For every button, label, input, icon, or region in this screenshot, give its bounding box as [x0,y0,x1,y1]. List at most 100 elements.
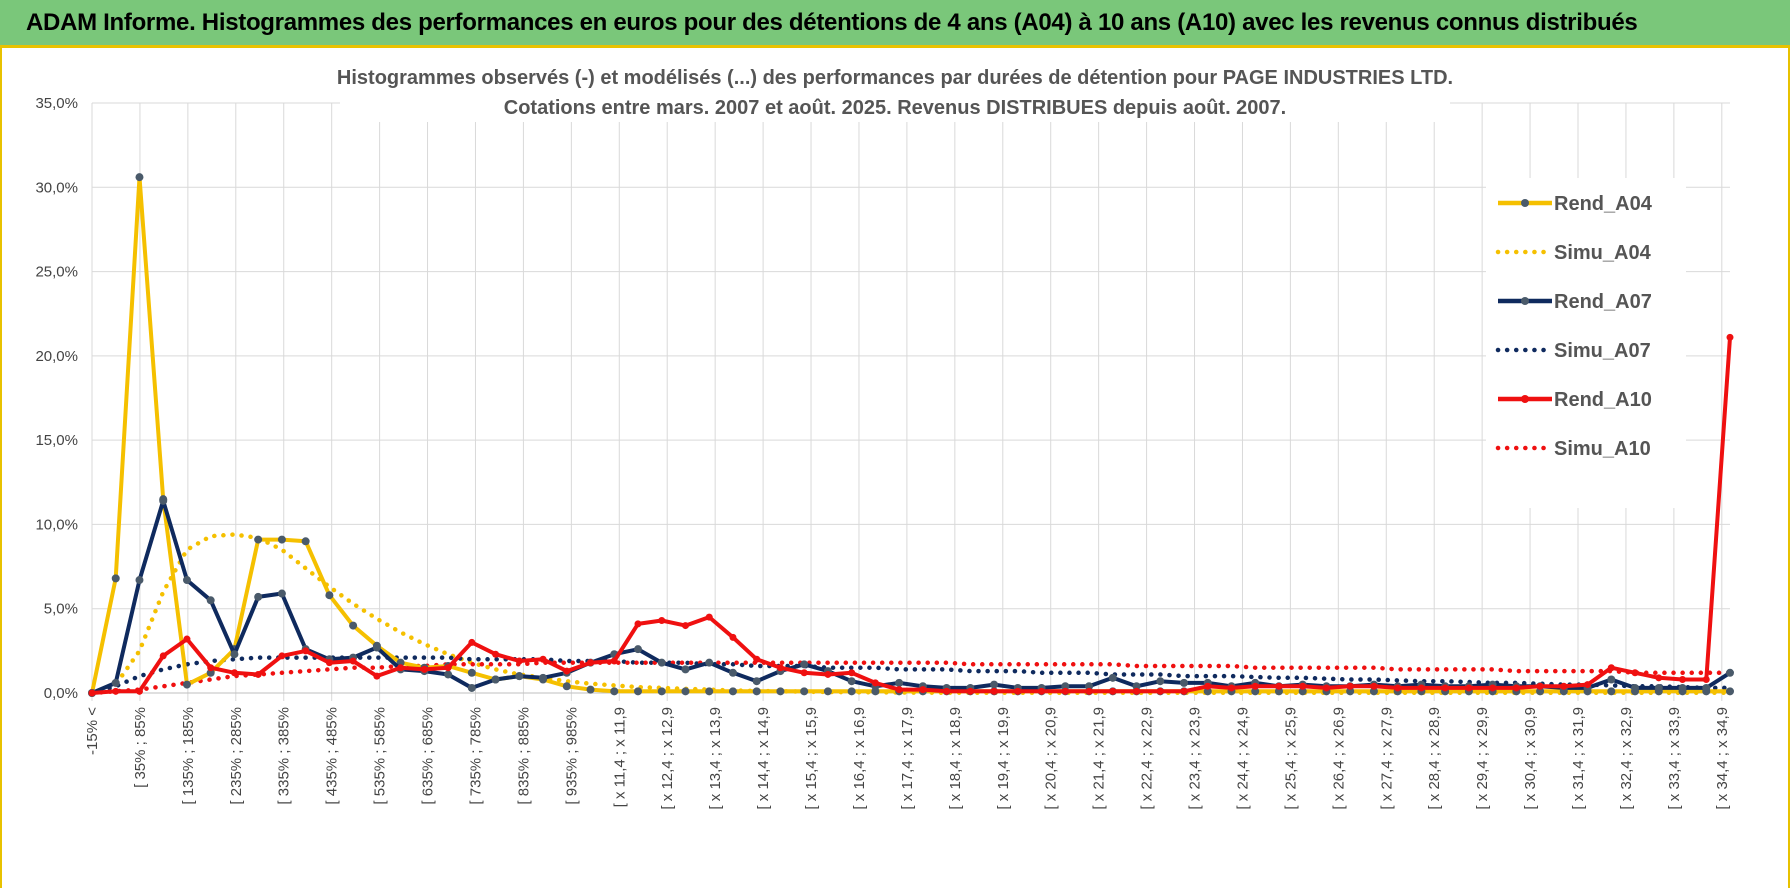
data-point [1346,682,1354,690]
x-tick-label: [ x 27,4 ; x 27,9 [1378,707,1395,810]
data-point [254,670,262,678]
data-point [1607,664,1615,672]
x-tick-label: [ x 34,4 ; x 34,9 [1714,707,1731,810]
data-point [1061,682,1070,691]
data-point [1322,684,1330,692]
data-point [586,685,595,694]
legend-label: Rend_A04 [1554,193,1653,215]
data-point [634,687,642,696]
chart-title-background [340,60,1450,122]
data-point [254,535,263,544]
data-point [705,658,714,667]
legend-background [1486,178,1686,508]
x-tick-label: [ x 17,4 ; x 17,9 [899,707,916,810]
data-point [990,687,998,695]
data-point [895,678,904,687]
data-point [1132,682,1141,691]
data-point [159,496,168,505]
data-point [182,680,191,689]
x-axis-ticks: -15% < [ 35% ; 85% [ 135% ; 185% [ 235% ; 2… [84,707,1731,810]
legend-item: Simu_A07 [1495,340,1651,362]
legend-marker [1521,297,1529,305]
data-point [1227,684,1235,692]
data-point [800,660,809,669]
data-point [230,669,238,677]
x-tick-label: [ x 15,4 ; x 15,9 [803,707,820,810]
data-point [207,664,215,672]
data-point [1417,684,1425,692]
data-point [254,592,263,601]
data-point [1631,669,1639,677]
x-tick-label: [ x 22,4 ; x 22,9 [1139,707,1156,810]
data-point [1156,687,1164,695]
chart-frame: 0,0% 5,0% 10,0% 15,0% 20,0% 25,0% 30,0% 35,0% -… [0,48,1790,888]
y-tick-label: 5,0% [44,601,78,618]
chart-series-lines [88,173,1734,697]
data-point [657,658,666,667]
data-point [943,687,951,695]
x-tick-label: [ 35% ; 85% [132,707,149,788]
data-point [302,647,310,655]
legend-label: Simu_A04 [1554,242,1652,264]
data-point [1251,682,1259,690]
data-point [1631,683,1640,692]
series-line [91,337,1732,695]
data-point [871,679,879,687]
data-point [1133,687,1141,695]
data-point [1109,687,1117,695]
data-point [135,576,144,585]
y-tick-label: 35,0% [35,95,78,112]
data-point [1654,683,1663,692]
data-point [206,668,215,677]
data-point [1726,668,1734,677]
y-axis-ticks: 0,0% 5,0% 10,0% 15,0% 20,0% 25,0% 30,0% 35,0% [35,95,78,702]
x-tick-label: [ x 23,4 ; x 23,9 [1187,707,1204,810]
series-line [90,175,1730,694]
data-point [420,665,428,673]
data-point [539,673,548,682]
y-tick-label: 30,0% [35,179,78,196]
data-point [610,657,618,665]
series-rend-a07 [88,496,1734,697]
data-point [610,687,619,696]
y-tick-label: 25,0% [35,264,78,281]
y-tick-label: 0,0% [44,685,78,702]
series-line [89,532,1733,696]
data-point [277,535,286,544]
data-point [396,658,405,667]
data-point [824,670,832,678]
data-point [1061,687,1069,695]
data-point [325,659,333,667]
data-point [1108,673,1117,682]
data-point [1275,682,1283,690]
data-point [823,687,832,696]
legend-item: Simu_A04 [1495,242,1652,264]
data-point [1180,678,1188,687]
data-point [301,537,310,546]
legend-item: Simu_A10 [1495,438,1651,460]
data-point [182,576,191,585]
data-point [88,689,96,697]
x-tick-label: [ x 19,4 ; x 19,9 [995,707,1012,810]
data-point [1298,687,1307,696]
data-point [705,687,714,696]
x-tick-label: [ x 14,4 ; x 14,9 [755,707,772,810]
histogram-chart: 0,0% 5,0% 10,0% 15,0% 20,0% 25,0% 30,0% 35,0% -… [35,60,1734,810]
data-point [277,589,286,598]
data-point [657,687,666,696]
legend-item: Rend_A07 [1498,291,1652,313]
data-point [349,657,357,665]
series-rend-a10 [88,333,1734,697]
data-point [1014,687,1022,695]
data-point [728,687,737,696]
data-point [800,687,809,696]
data-point [1560,682,1568,690]
data-point [752,677,761,686]
data-point [135,687,143,695]
data-point [1394,684,1402,692]
data-point [492,650,500,658]
data-point [1702,676,1710,684]
data-point [800,669,808,677]
data-point [562,682,571,691]
data-point [848,669,856,677]
